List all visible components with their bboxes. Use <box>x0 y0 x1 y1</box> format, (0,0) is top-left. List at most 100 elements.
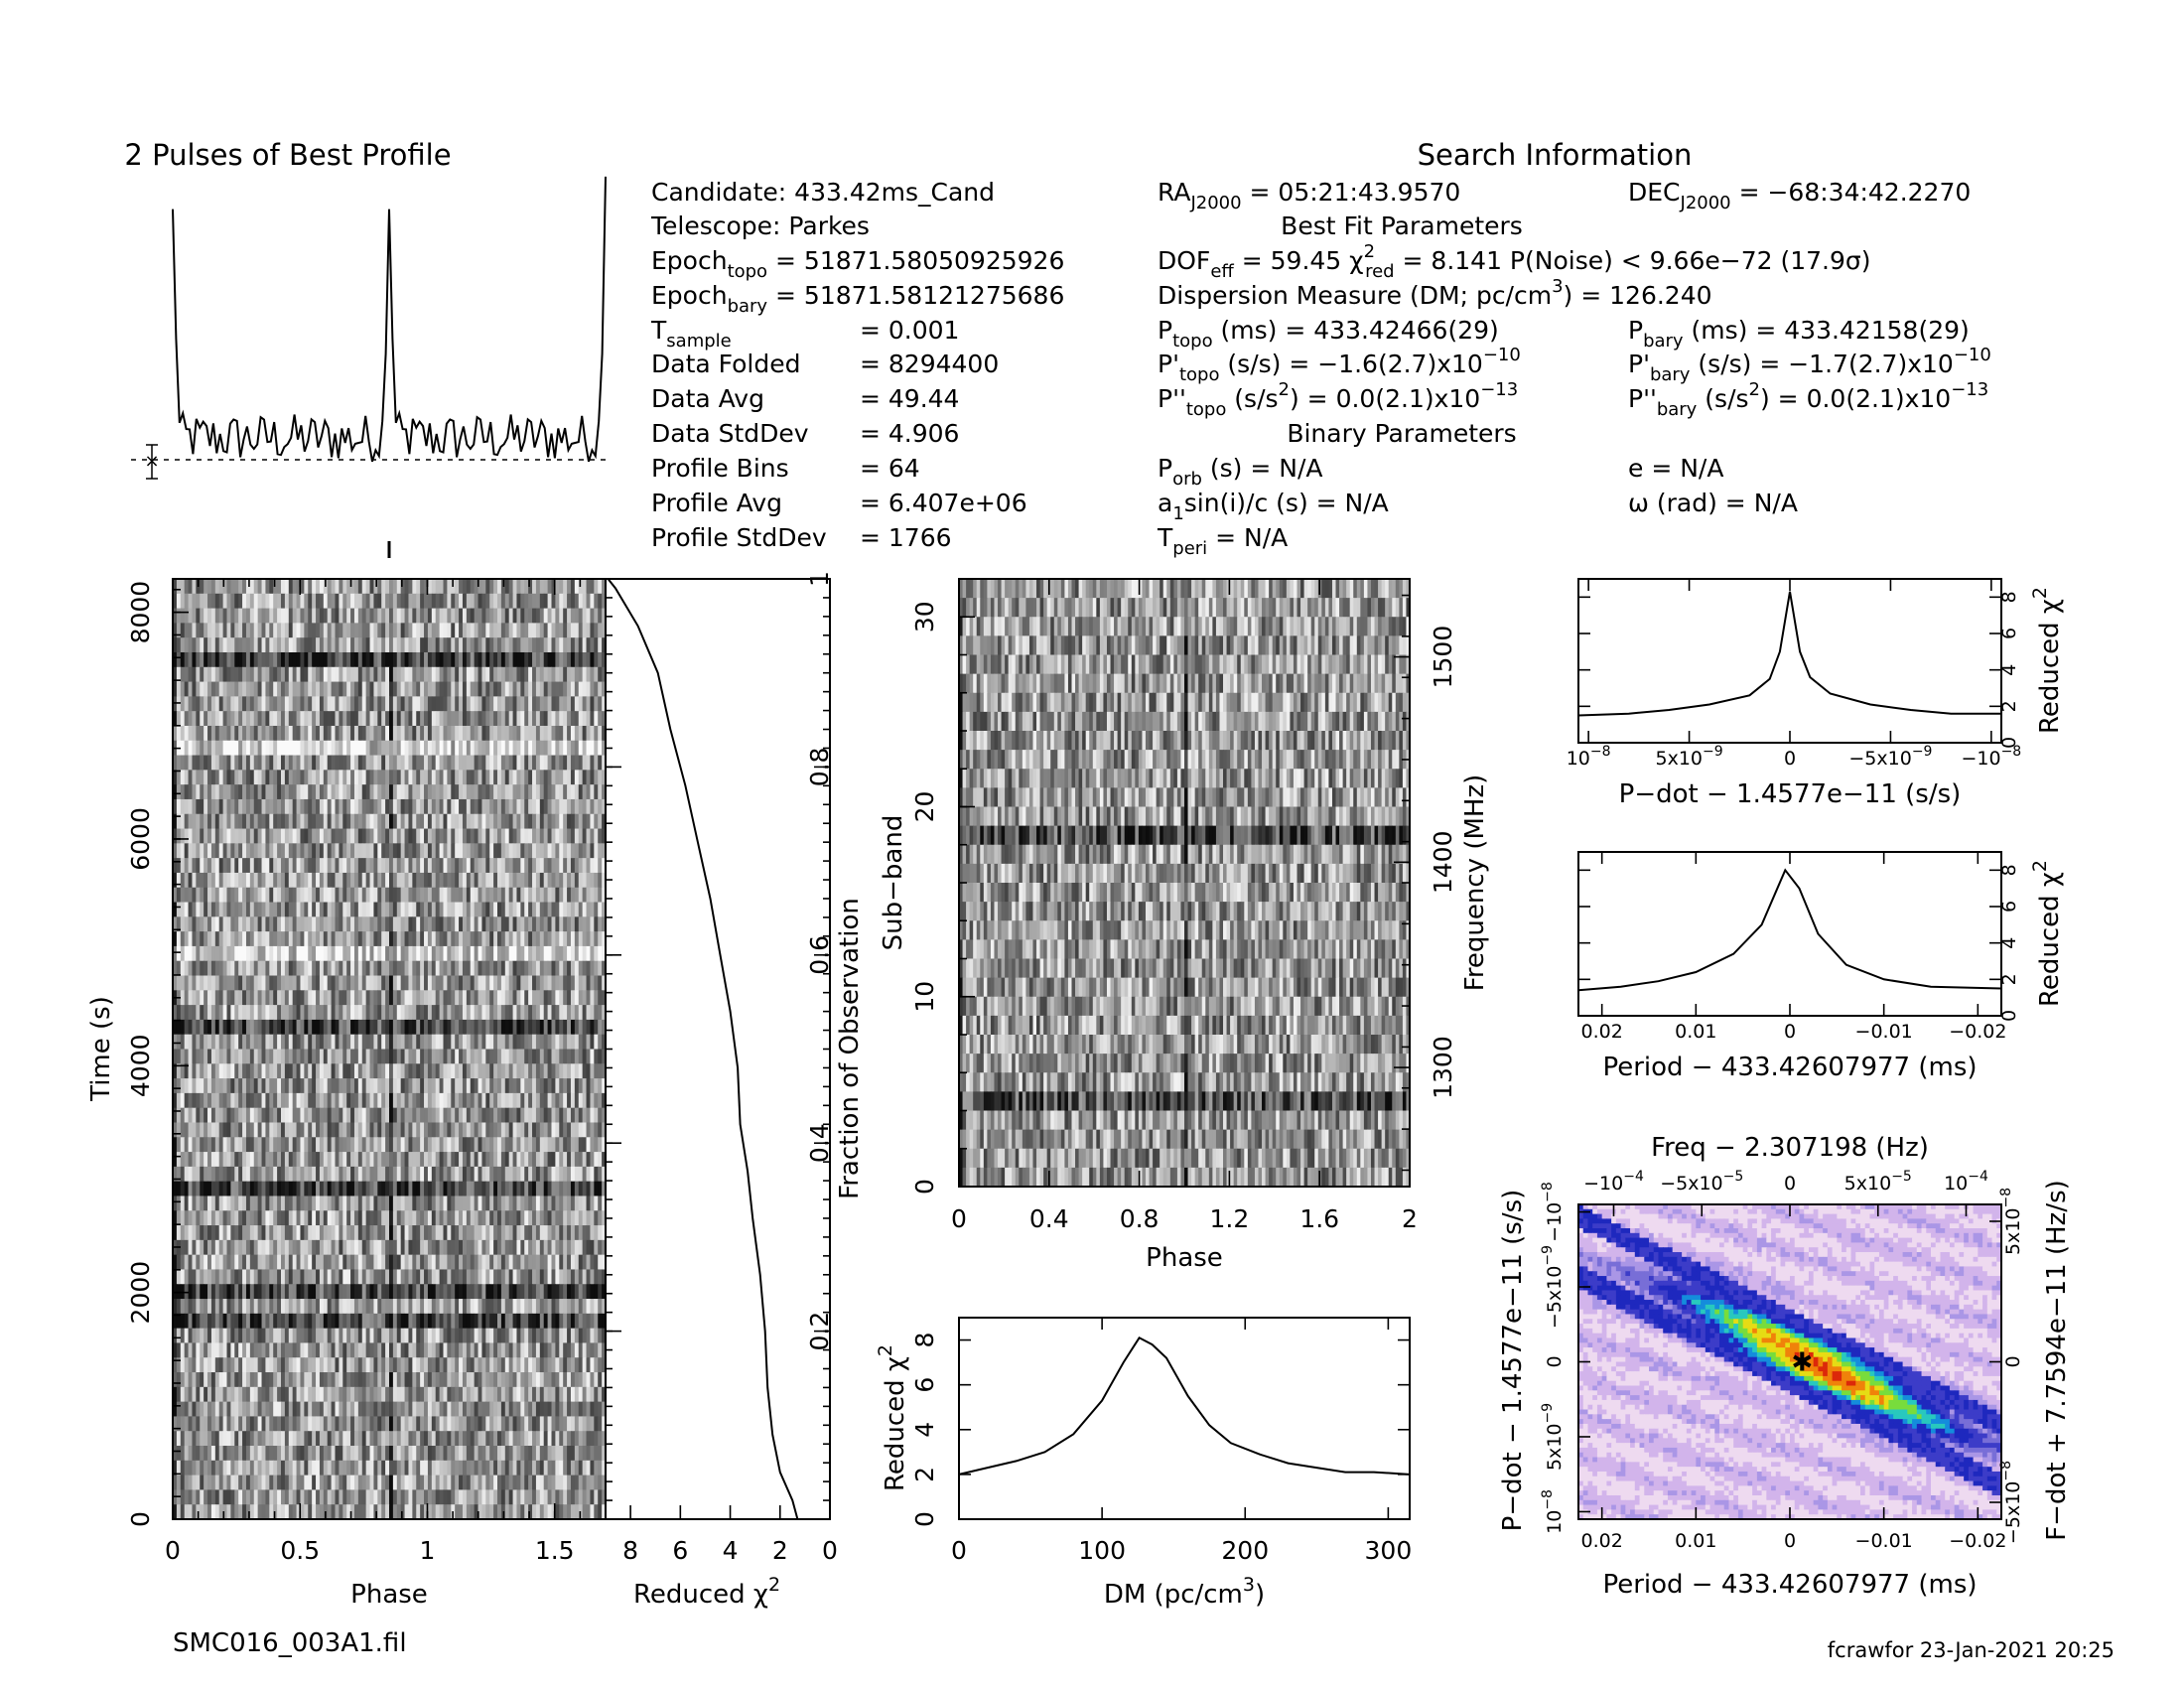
heatmap-cell <box>590 858 594 873</box>
heatmap-cell <box>520 1020 524 1035</box>
heatmap-cell <box>548 843 552 858</box>
heatmap-cell <box>281 682 285 697</box>
heatmap-cell <box>265 1182 269 1196</box>
heatmap-cell <box>575 843 579 858</box>
heatmap-cell <box>575 1210 579 1225</box>
heatmap-cell <box>215 784 219 799</box>
heatmap-cell <box>312 976 316 991</box>
info-column-1: Candidate: 433.42ms_Cand Telescope: Park… <box>650 178 1064 552</box>
heatmap-cell <box>350 1093 354 1108</box>
heatmap-cell <box>416 741 420 756</box>
heatmap-cell <box>401 843 405 858</box>
heatmap-cell <box>320 667 324 682</box>
heatmap-cell <box>532 946 536 961</box>
heatmap-cell <box>258 888 262 903</box>
heatmap-cell <box>358 741 362 756</box>
heatmap-cell <box>358 799 362 814</box>
heatmap-cell <box>536 888 540 903</box>
heatmap-cell <box>555 1182 559 1196</box>
heatmap-cell <box>262 1020 266 1035</box>
heatmap-cell <box>579 784 583 799</box>
heatmap-cell <box>590 829 594 844</box>
heatmap-cell <box>444 1108 448 1123</box>
heatmap-cell <box>520 609 524 624</box>
heatmap-cell <box>250 1093 254 1108</box>
heatmap-cell <box>440 784 444 799</box>
heatmap-cell <box>497 609 501 624</box>
heatmap-cell <box>509 1137 513 1152</box>
heatmap-cell <box>440 858 444 873</box>
heatmap-cell <box>300 946 304 961</box>
heatmap-cell <box>467 741 471 756</box>
heatmap-cell <box>493 976 497 991</box>
heatmap-cell <box>339 756 342 771</box>
heatmap-cell <box>332 873 336 888</box>
heatmap-cell <box>373 1167 377 1182</box>
heatmap-cell <box>416 829 420 844</box>
heatmap-cell <box>223 1108 227 1123</box>
heatmap-cell <box>436 682 440 697</box>
heatmap-cell <box>544 711 548 726</box>
heatmap-cell <box>583 756 587 771</box>
heatmap-cell <box>590 1078 594 1093</box>
heatmap-cell <box>316 1050 320 1064</box>
heatmap-cell <box>293 623 297 637</box>
heatmap-cell <box>230 682 234 697</box>
heatmap-cell <box>234 756 238 771</box>
heatmap-cell <box>455 1050 459 1064</box>
heatmap-cell <box>289 770 293 784</box>
heatmap-cell <box>265 858 269 873</box>
heatmap-cell <box>587 1050 591 1064</box>
heatmap-cell <box>324 829 328 844</box>
heatmap-cell <box>575 726 579 741</box>
heatmap-cell <box>408 1137 412 1152</box>
heatmap-cell <box>304 652 308 667</box>
heatmap-cell <box>346 652 350 667</box>
heatmap-cell <box>583 1035 587 1050</box>
heatmap-cell <box>246 903 250 917</box>
heatmap-cell <box>370 770 374 784</box>
heatmap-cell <box>436 873 440 888</box>
heatmap-cell <box>567 1167 571 1182</box>
heatmap-cell <box>555 696 559 711</box>
heatmap-cell <box>304 609 308 624</box>
heatmap-cell <box>385 711 389 726</box>
heatmap-cell <box>177 696 181 711</box>
heatmap-cell <box>304 711 308 726</box>
heatmap-cell <box>192 623 196 637</box>
heatmap-cell <box>385 1210 389 1225</box>
heatmap-cell <box>328 976 332 991</box>
heatmap-cell <box>432 829 436 844</box>
heatmap-cell <box>405 594 409 609</box>
heatmap-cell <box>277 946 281 961</box>
heatmap-cell <box>420 726 424 741</box>
heatmap-cell <box>328 1050 332 1064</box>
heatmap-cell <box>385 976 389 991</box>
heatmap-cell <box>265 829 269 844</box>
heatmap-cell <box>336 976 340 991</box>
heatmap-cell <box>544 609 548 624</box>
heatmap-cell <box>293 843 297 858</box>
heatmap-cell <box>471 1063 475 1078</box>
heatmap-cell <box>587 1093 591 1108</box>
heatmap-cell <box>598 1196 602 1210</box>
heatmap-cell <box>467 1182 471 1196</box>
heatmap-cell <box>424 990 428 1005</box>
heatmap-cell <box>524 903 528 917</box>
heatmap-cell <box>532 741 536 756</box>
heatmap-cell <box>540 741 544 756</box>
heatmap-cell <box>250 667 254 682</box>
heatmap-cell <box>350 858 354 873</box>
heatmap-cell <box>358 1122 362 1137</box>
heatmap-cell <box>316 1137 320 1152</box>
heatmap-cell <box>579 1196 583 1210</box>
heatmap-cell <box>444 696 448 711</box>
heatmap-cell <box>436 579 440 594</box>
heatmap-cell <box>594 873 598 888</box>
heatmap-cell <box>300 858 304 873</box>
heatmap-cell <box>234 652 238 667</box>
heatmap-cell <box>320 990 324 1005</box>
heatmap-cell <box>467 1020 471 1035</box>
heatmap-cell <box>428 741 432 756</box>
heatmap-cell <box>451 770 455 784</box>
